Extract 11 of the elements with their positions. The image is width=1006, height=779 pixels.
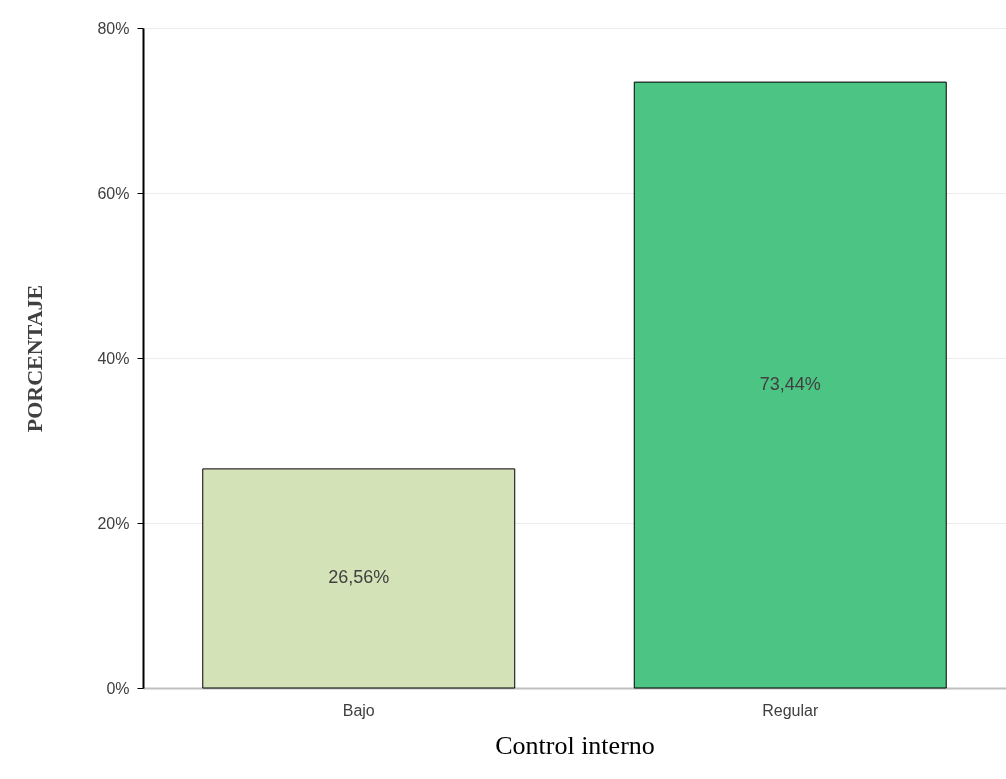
y-tick-label: 0% bbox=[106, 679, 130, 697]
x-tick-label: Regular bbox=[762, 701, 819, 719]
data-label: 26,56% bbox=[328, 567, 390, 588]
data-label: 73,44% bbox=[759, 374, 821, 395]
y-tick-label: 60% bbox=[97, 184, 130, 202]
y-tick-label: 20% bbox=[97, 514, 130, 532]
y-tick-label: 80% bbox=[97, 19, 130, 37]
y-axis-title: PORCENTAJE bbox=[22, 284, 48, 433]
x-tick-label: Bajo bbox=[342, 701, 375, 719]
x-axis-title: Control interno bbox=[495, 730, 655, 760]
y-tick-label: 40% bbox=[97, 349, 130, 367]
